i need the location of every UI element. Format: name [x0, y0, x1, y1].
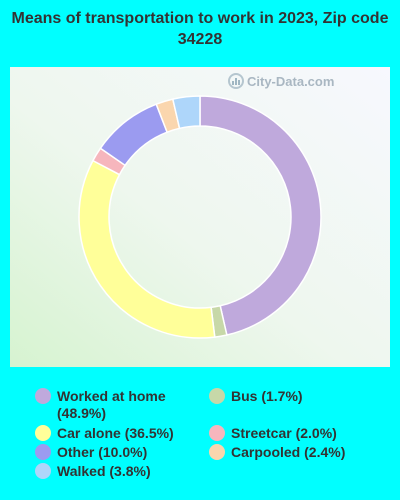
chart-title-text: Means of transportation to work in 2023,…: [11, 10, 389, 48]
slice-walked: [171, 95, 201, 130]
watermark-text: City-Data.com: [247, 73, 335, 89]
city-data-logo-icon: [228, 73, 244, 89]
slice-car-alone: [78, 159, 216, 339]
watermark: City-Data.com: [228, 73, 334, 89]
slice-worked-at-home: [199, 95, 322, 336]
chart-title: Means of transportation to work in 2023,…: [0, 8, 400, 50]
